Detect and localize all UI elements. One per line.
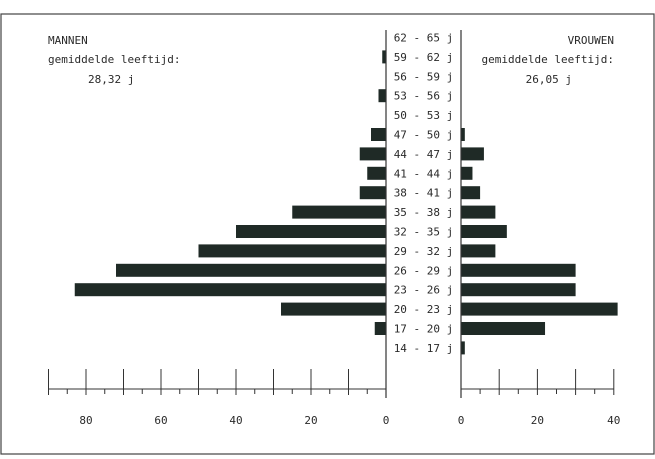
men-axis-tick-label: 60 [154,414,167,427]
women-x-axis: 0 20 40 [458,369,620,427]
women-axis-tick-label: 40 [607,414,620,427]
women-bar [461,341,465,355]
women-axis-tick-label: 0 [458,414,465,427]
men-mean-age-value: 28,32 j [88,73,134,86]
women-bar [461,283,576,297]
men-axis-tick-label: 0 [383,414,390,427]
men-bar [359,186,386,200]
men-bar [371,128,386,141]
men-bar [374,322,386,335]
women-bar [461,205,496,219]
age-group-label: 38 - 41 j [394,187,454,200]
women-bar [461,186,481,200]
men-bar [367,166,386,180]
men-axis-tick-label: 80 [79,414,92,427]
men-bar [382,50,386,64]
men-axis-tick-label: 20 [304,414,317,427]
women-bar [461,225,507,238]
men-title: MANNEN [48,34,88,47]
age-group-label: 47 - 50 j [394,129,454,142]
women-bar [461,263,576,277]
women-bar [461,244,496,258]
figure-border [0,13,655,455]
age-group-label: 17 - 20 j [394,323,454,336]
women-bar [461,128,465,141]
age-group-label: 32 - 35 j [394,226,454,239]
men-bar [281,302,386,316]
women-mean-age-label: gemiddelde leeftijd: [482,53,614,66]
age-group-label: 59 - 62 j [394,51,454,64]
age-group-label: 53 - 56 j [394,90,454,103]
age-group-label: 41 - 44 j [394,167,454,180]
age-labels: 62 - 65 j 59 - 62 j 56 - 59 j 53 - 56 j 50 -… [394,32,454,355]
women-mean-age-value: 26,05 j [526,73,572,86]
age-group-label: 35 - 38 j [394,206,454,219]
men-bars [74,50,386,335]
women-axis-tick-label: 20 [531,414,544,427]
men-mean-age-label: gemiddelde leeftijd: [48,53,180,66]
women-title: VROUWEN [568,34,614,47]
men-bar [116,263,386,277]
men-bar [198,244,386,258]
men-bar [236,225,386,238]
age-group-label: 50 - 53 j [394,109,454,122]
age-group-label: 62 - 65 j [394,32,454,45]
age-group-label: 20 - 23 j [394,303,454,316]
men-x-axis: 80 60 40 20 0 [48,369,390,427]
age-group-label: 29 - 32 j [394,245,454,258]
age-group-label: 14 - 17 j [394,342,454,355]
men-bar [378,89,386,103]
women-bars [461,128,618,355]
age-group-label: 26 - 29 j [394,264,454,277]
age-group-label: 44 - 47 j [394,148,454,161]
women-bar [461,147,484,161]
women-bar [461,166,473,180]
men-bar [74,283,386,297]
age-group-label: 56 - 59 j [394,70,454,83]
age-group-label: 23 - 26 j [394,284,454,297]
men-axis-tick-label: 40 [229,414,242,427]
women-bar [461,322,546,335]
men-bar [359,147,386,161]
men-bar [292,205,386,219]
women-bar [461,302,618,316]
